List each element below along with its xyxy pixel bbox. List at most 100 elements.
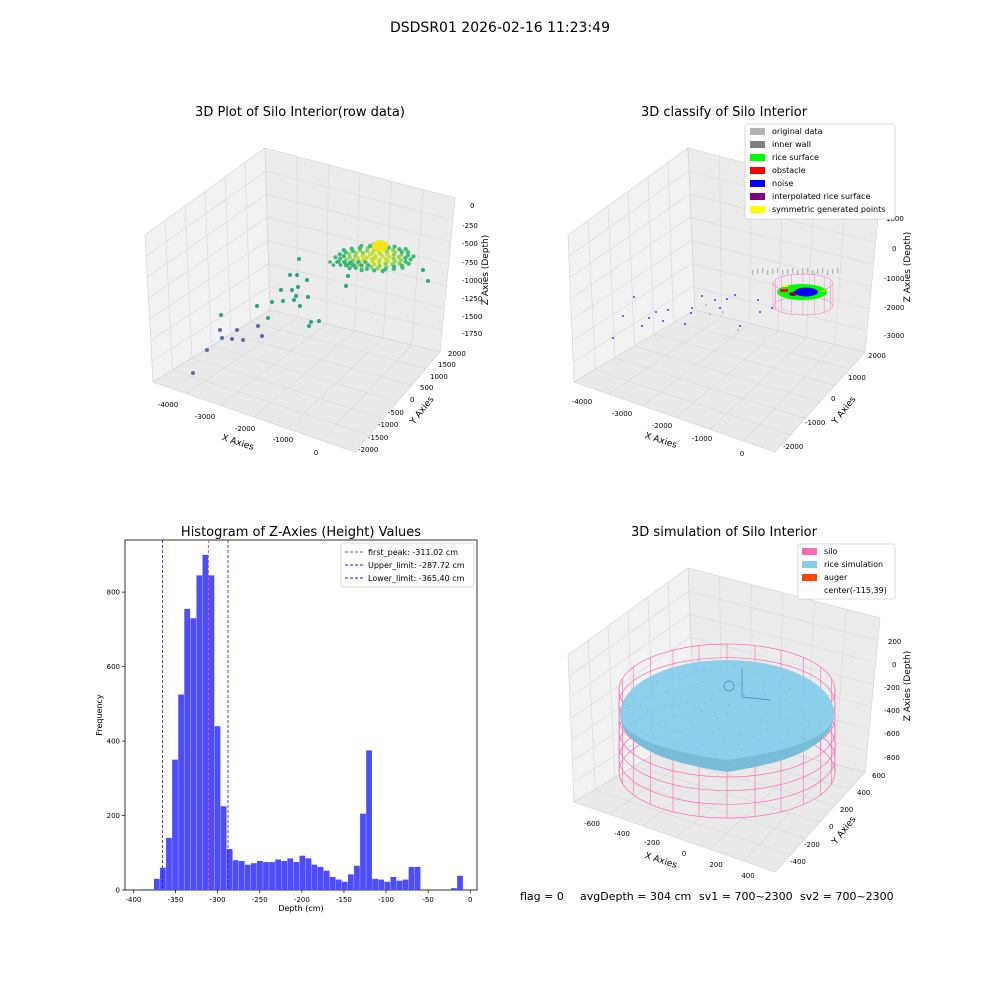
original-point (757, 269, 759, 274)
rice-point (676, 742, 678, 744)
svg-text:-4000: -4000 (572, 398, 592, 406)
rice-point (788, 728, 791, 730)
data-point (377, 260, 382, 265)
figure-title: DSDSR01 2026-02-16 11:23:49 (390, 20, 610, 36)
hist-bar (196, 575, 203, 890)
data-point (400, 265, 405, 270)
hist-x-tick-label: -350 (168, 896, 184, 904)
data-point (219, 313, 223, 317)
legend-swatch-rice-simulation (802, 561, 817, 568)
legend-swatch-noise (750, 180, 765, 187)
data-point (290, 288, 294, 292)
hist-bar (208, 575, 215, 890)
data-point (356, 260, 360, 264)
data-point (392, 259, 397, 264)
noise-point (662, 320, 664, 322)
panel4-z-ticks: 200 0 -200 -400 -600 -800 (884, 638, 901, 762)
svg-text:-2000: -2000 (884, 304, 904, 312)
legend-swatch-rice-surface (750, 154, 765, 161)
data-point (380, 269, 385, 274)
svg-text:400: 400 (857, 789, 870, 797)
data-point (346, 274, 350, 278)
svg-text:-4000: -4000 (158, 401, 178, 409)
data-point (305, 278, 309, 282)
data-point (405, 253, 410, 258)
grid-line (204, 191, 212, 347)
hist-bar (354, 865, 360, 890)
status-sv2: sv2 = 700~2300 (800, 890, 894, 903)
panel1-z-ticks: 0 -250 -500 -750 -1000 -1250 -1500 -1750 (462, 202, 482, 338)
svg-text:-400: -400 (884, 707, 900, 715)
data-point (364, 266, 369, 271)
original-point (827, 270, 829, 275)
noise-point (641, 325, 643, 327)
svg-text:-1500: -1500 (368, 434, 388, 442)
data-point (359, 243, 364, 248)
original-point (822, 268, 824, 273)
data-point (359, 263, 364, 267)
hist-bar (390, 876, 397, 890)
hist-x-tick-label: 0 (468, 896, 472, 904)
data-point (341, 254, 346, 259)
data-point (356, 256, 361, 261)
data-point (353, 265, 358, 270)
hist-vlines (162, 540, 229, 890)
svg-text:1500: 1500 (438, 361, 456, 369)
hist-bar (305, 858, 312, 890)
rice-point (803, 738, 805, 740)
hist-x-tick-label: -100 (378, 896, 394, 904)
svg-text:-200: -200 (804, 841, 820, 849)
rice-point (656, 681, 658, 683)
svg-text:1000: 1000 (886, 215, 904, 223)
noise-point (714, 299, 716, 301)
hist-bar (184, 608, 191, 890)
noise-point (701, 295, 703, 297)
hist-bar (257, 860, 263, 890)
original-point (797, 270, 799, 275)
data-point (349, 260, 353, 264)
hist-bar (220, 806, 227, 890)
interpolated-patch (789, 292, 797, 296)
rice-point (771, 708, 773, 710)
grid-line (587, 640, 596, 791)
rice-point (719, 688, 721, 690)
rice-point (734, 664, 736, 667)
hist-bar (341, 881, 348, 890)
original-point (792, 268, 794, 273)
rice-point (764, 693, 766, 695)
data-point (220, 336, 224, 340)
rice-point (684, 753, 687, 755)
data-point (205, 348, 209, 352)
rice-point (724, 674, 726, 676)
rice-point (646, 711, 649, 713)
svg-text:-1000: -1000 (805, 419, 825, 427)
hist-bar (141, 889, 148, 890)
grid-line (164, 220, 173, 371)
legend-silo: silo (824, 547, 838, 556)
rice-point (701, 711, 703, 713)
grid-line (607, 205, 616, 359)
legend-auger: auger (824, 573, 848, 582)
data-point (298, 304, 302, 308)
svg-text:-1000: -1000 (884, 275, 904, 283)
hist-bar (347, 874, 354, 890)
rice-point (766, 729, 768, 731)
noise-point (667, 309, 669, 311)
svg-text:-3000: -3000 (195, 413, 215, 421)
rice-point (658, 723, 660, 725)
data-point (309, 320, 313, 324)
grid-line (607, 625, 616, 779)
rice-point (750, 705, 752, 707)
rice-point (666, 691, 668, 693)
data-point (218, 328, 222, 332)
svg-text:0: 0 (892, 245, 896, 253)
rice-point (679, 679, 681, 681)
data-point (391, 266, 396, 271)
svg-text:-3000: -3000 (612, 410, 632, 418)
hist-bar (366, 750, 372, 890)
svg-text:0: 0 (829, 823, 833, 831)
hist-y-tick-label: 0 (116, 887, 120, 895)
panel2-y-ticks: -2000 -1000 0 1000 2000 (783, 352, 886, 451)
rice-point (759, 740, 761, 742)
data-point (352, 263, 357, 267)
